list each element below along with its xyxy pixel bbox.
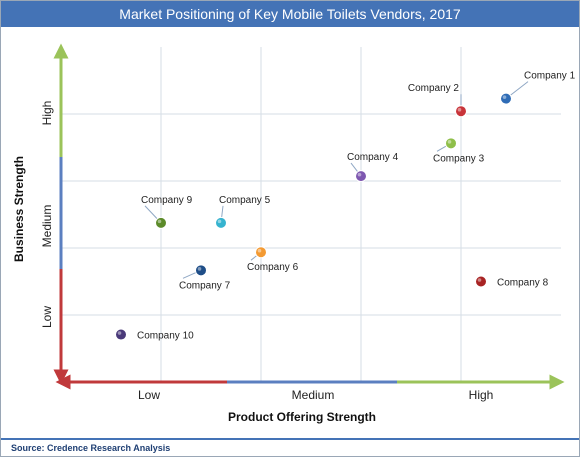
data-point-highlight xyxy=(477,278,482,282)
data-point-label: Company 2 xyxy=(408,83,460,94)
data-point-highlight xyxy=(197,267,202,271)
data-point-group: Company 5 xyxy=(215,195,271,229)
grid-lines xyxy=(61,47,561,382)
x-tick-label: Low xyxy=(138,388,160,402)
data-point-group: Company 7 xyxy=(179,264,231,291)
data-point xyxy=(500,92,512,105)
data-point-group: Company 3 xyxy=(433,137,485,164)
data-point-group: Company 1 xyxy=(500,71,576,105)
data-point-highlight xyxy=(357,172,362,177)
data-point xyxy=(115,328,127,341)
data-point-label: Company 3 xyxy=(433,153,485,164)
tick-labels: Low Medium High Low Medium High xyxy=(40,101,493,402)
chart-title: Market Positioning of Key Mobile Toilets… xyxy=(1,1,579,27)
data-point-group: Company 2 xyxy=(408,83,467,118)
data-point xyxy=(445,137,457,150)
data-point-label: Company 1 xyxy=(524,71,576,82)
data-point-label: Company 5 xyxy=(219,195,271,206)
data-point-label: Company 6 xyxy=(247,262,299,273)
data-point xyxy=(355,170,367,183)
y-tick-label: Medium xyxy=(40,205,54,248)
data-point-highlight xyxy=(257,248,262,253)
data-point-label: Company 10 xyxy=(137,331,194,342)
data-point-group: Company 6 xyxy=(247,246,299,273)
data-point-group: Company 4 xyxy=(347,152,399,183)
data-points: Company 1 Company 2 Company 3 Company 4 Comp… xyxy=(115,71,576,342)
data-point-highlight xyxy=(502,95,507,99)
data-point xyxy=(455,105,467,118)
y-tick-label: High xyxy=(40,101,54,126)
source-note: Source: Credence Research Analysis xyxy=(1,438,579,456)
data-point-label: Company 8 xyxy=(497,278,549,289)
data-point xyxy=(195,264,207,277)
x-axis-label: Product Offering Strength xyxy=(228,410,376,424)
data-point xyxy=(155,216,167,229)
axes xyxy=(53,43,565,390)
data-point-highlight xyxy=(117,331,122,335)
data-point-group: Company 8 xyxy=(475,275,549,289)
data-point-label: Company 4 xyxy=(347,152,399,163)
data-point xyxy=(215,216,227,229)
y-axis-label: Business Strength xyxy=(12,156,26,262)
data-point-highlight xyxy=(217,219,222,224)
data-point-label: Company 9 xyxy=(141,195,193,206)
data-point-highlight xyxy=(157,219,162,224)
scatter-plot: Company 1 Company 2 Company 3 Company 4 Comp… xyxy=(12,43,576,424)
x-tick-label: High xyxy=(469,388,494,402)
data-point xyxy=(255,246,267,259)
data-point-highlight xyxy=(457,107,462,112)
data-point-label: Company 7 xyxy=(179,280,231,291)
data-point-highlight xyxy=(447,140,452,144)
data-point xyxy=(475,275,487,288)
data-point-group: Company 10 xyxy=(115,328,194,342)
y-tick-label: Low xyxy=(40,306,54,328)
x-tick-label: Medium xyxy=(292,388,335,402)
data-point-group: Company 9 xyxy=(141,195,193,229)
